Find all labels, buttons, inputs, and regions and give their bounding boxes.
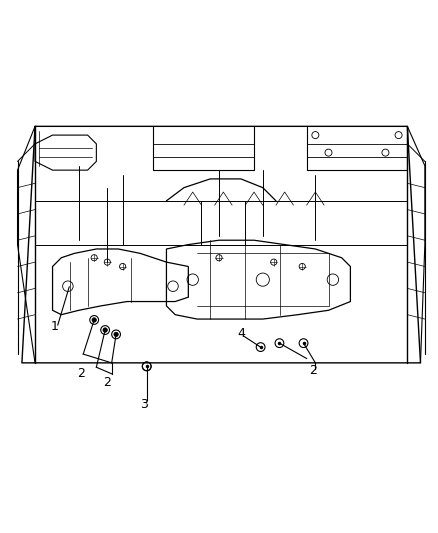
Text: 2: 2 [77,367,85,380]
Text: 4: 4 [238,327,246,341]
Text: 1: 1 [50,320,58,333]
Circle shape [103,328,107,332]
Text: 2: 2 [103,376,111,389]
Text: 3: 3 [140,398,148,410]
Circle shape [114,332,118,336]
Text: 2: 2 [309,364,317,377]
Circle shape [92,318,96,322]
